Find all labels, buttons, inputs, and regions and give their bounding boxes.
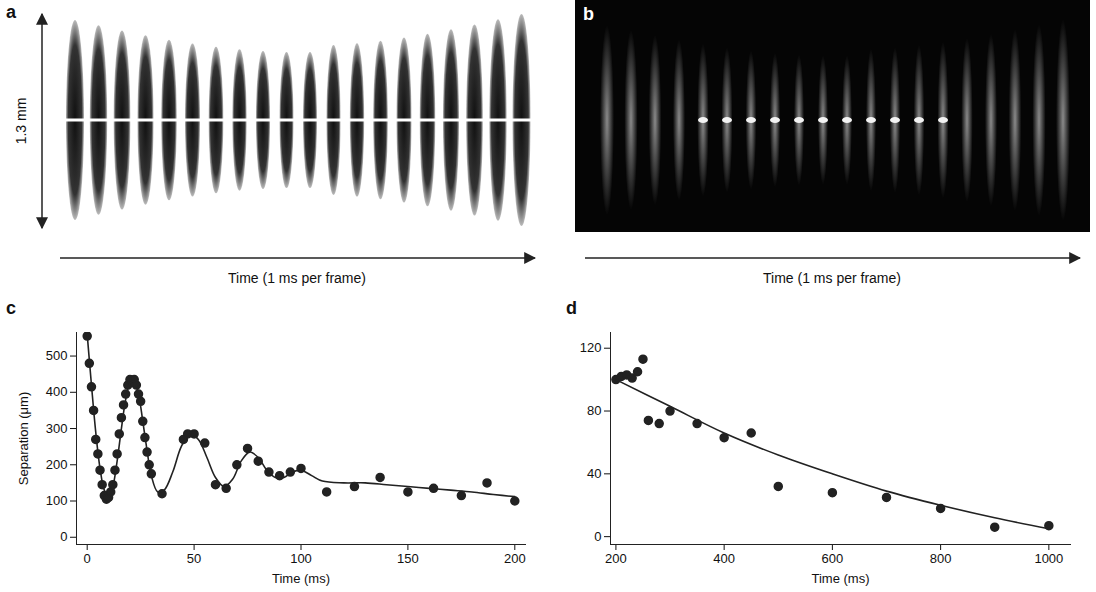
svg-text:200: 200 [504,551,526,566]
svg-text:50: 50 [187,551,201,566]
html-text:a: a [6,2,16,22]
svg-text:b: b [583,4,594,24]
svg-text:150: 150 [397,551,419,566]
svg-text:Time (1 ms per frame): Time (1 ms per frame) [763,270,901,286]
svg-text:400: 400 [713,551,735,566]
svg-text:0: 0 [84,551,91,566]
svg-text:0: 0 [594,529,601,544]
svg-text:Time (ms): Time (ms) [811,571,869,586]
svg-text:100: 100 [46,493,68,508]
svg-text:800: 800 [930,551,952,566]
svg-text:300: 300 [46,421,68,436]
svg-text:600: 600 [822,551,844,566]
svg-text:Time (ms): Time (ms) [272,571,330,586]
svg-text:1.3 mm: 1.3 mm [13,98,29,145]
html-text:c: c [6,298,16,318]
html-text:d: d [566,298,577,318]
svg-text:0: 0 [60,529,67,544]
svg-text:500: 500 [46,348,68,363]
svg-text:Separation (μm): Separation (μm) [16,392,31,485]
svg-text:200: 200 [605,551,627,566]
svg-text:1000: 1000 [1034,551,1063,566]
svg-text:Time (1 ms per frame): Time (1 ms per frame) [228,270,366,286]
svg-text:80: 80 [587,403,601,418]
svg-text:200: 200 [46,457,68,472]
svg-text:400: 400 [46,384,68,399]
svg-text:120: 120 [580,340,602,355]
svg-text:100: 100 [290,551,312,566]
svg-text:40: 40 [587,466,601,481]
